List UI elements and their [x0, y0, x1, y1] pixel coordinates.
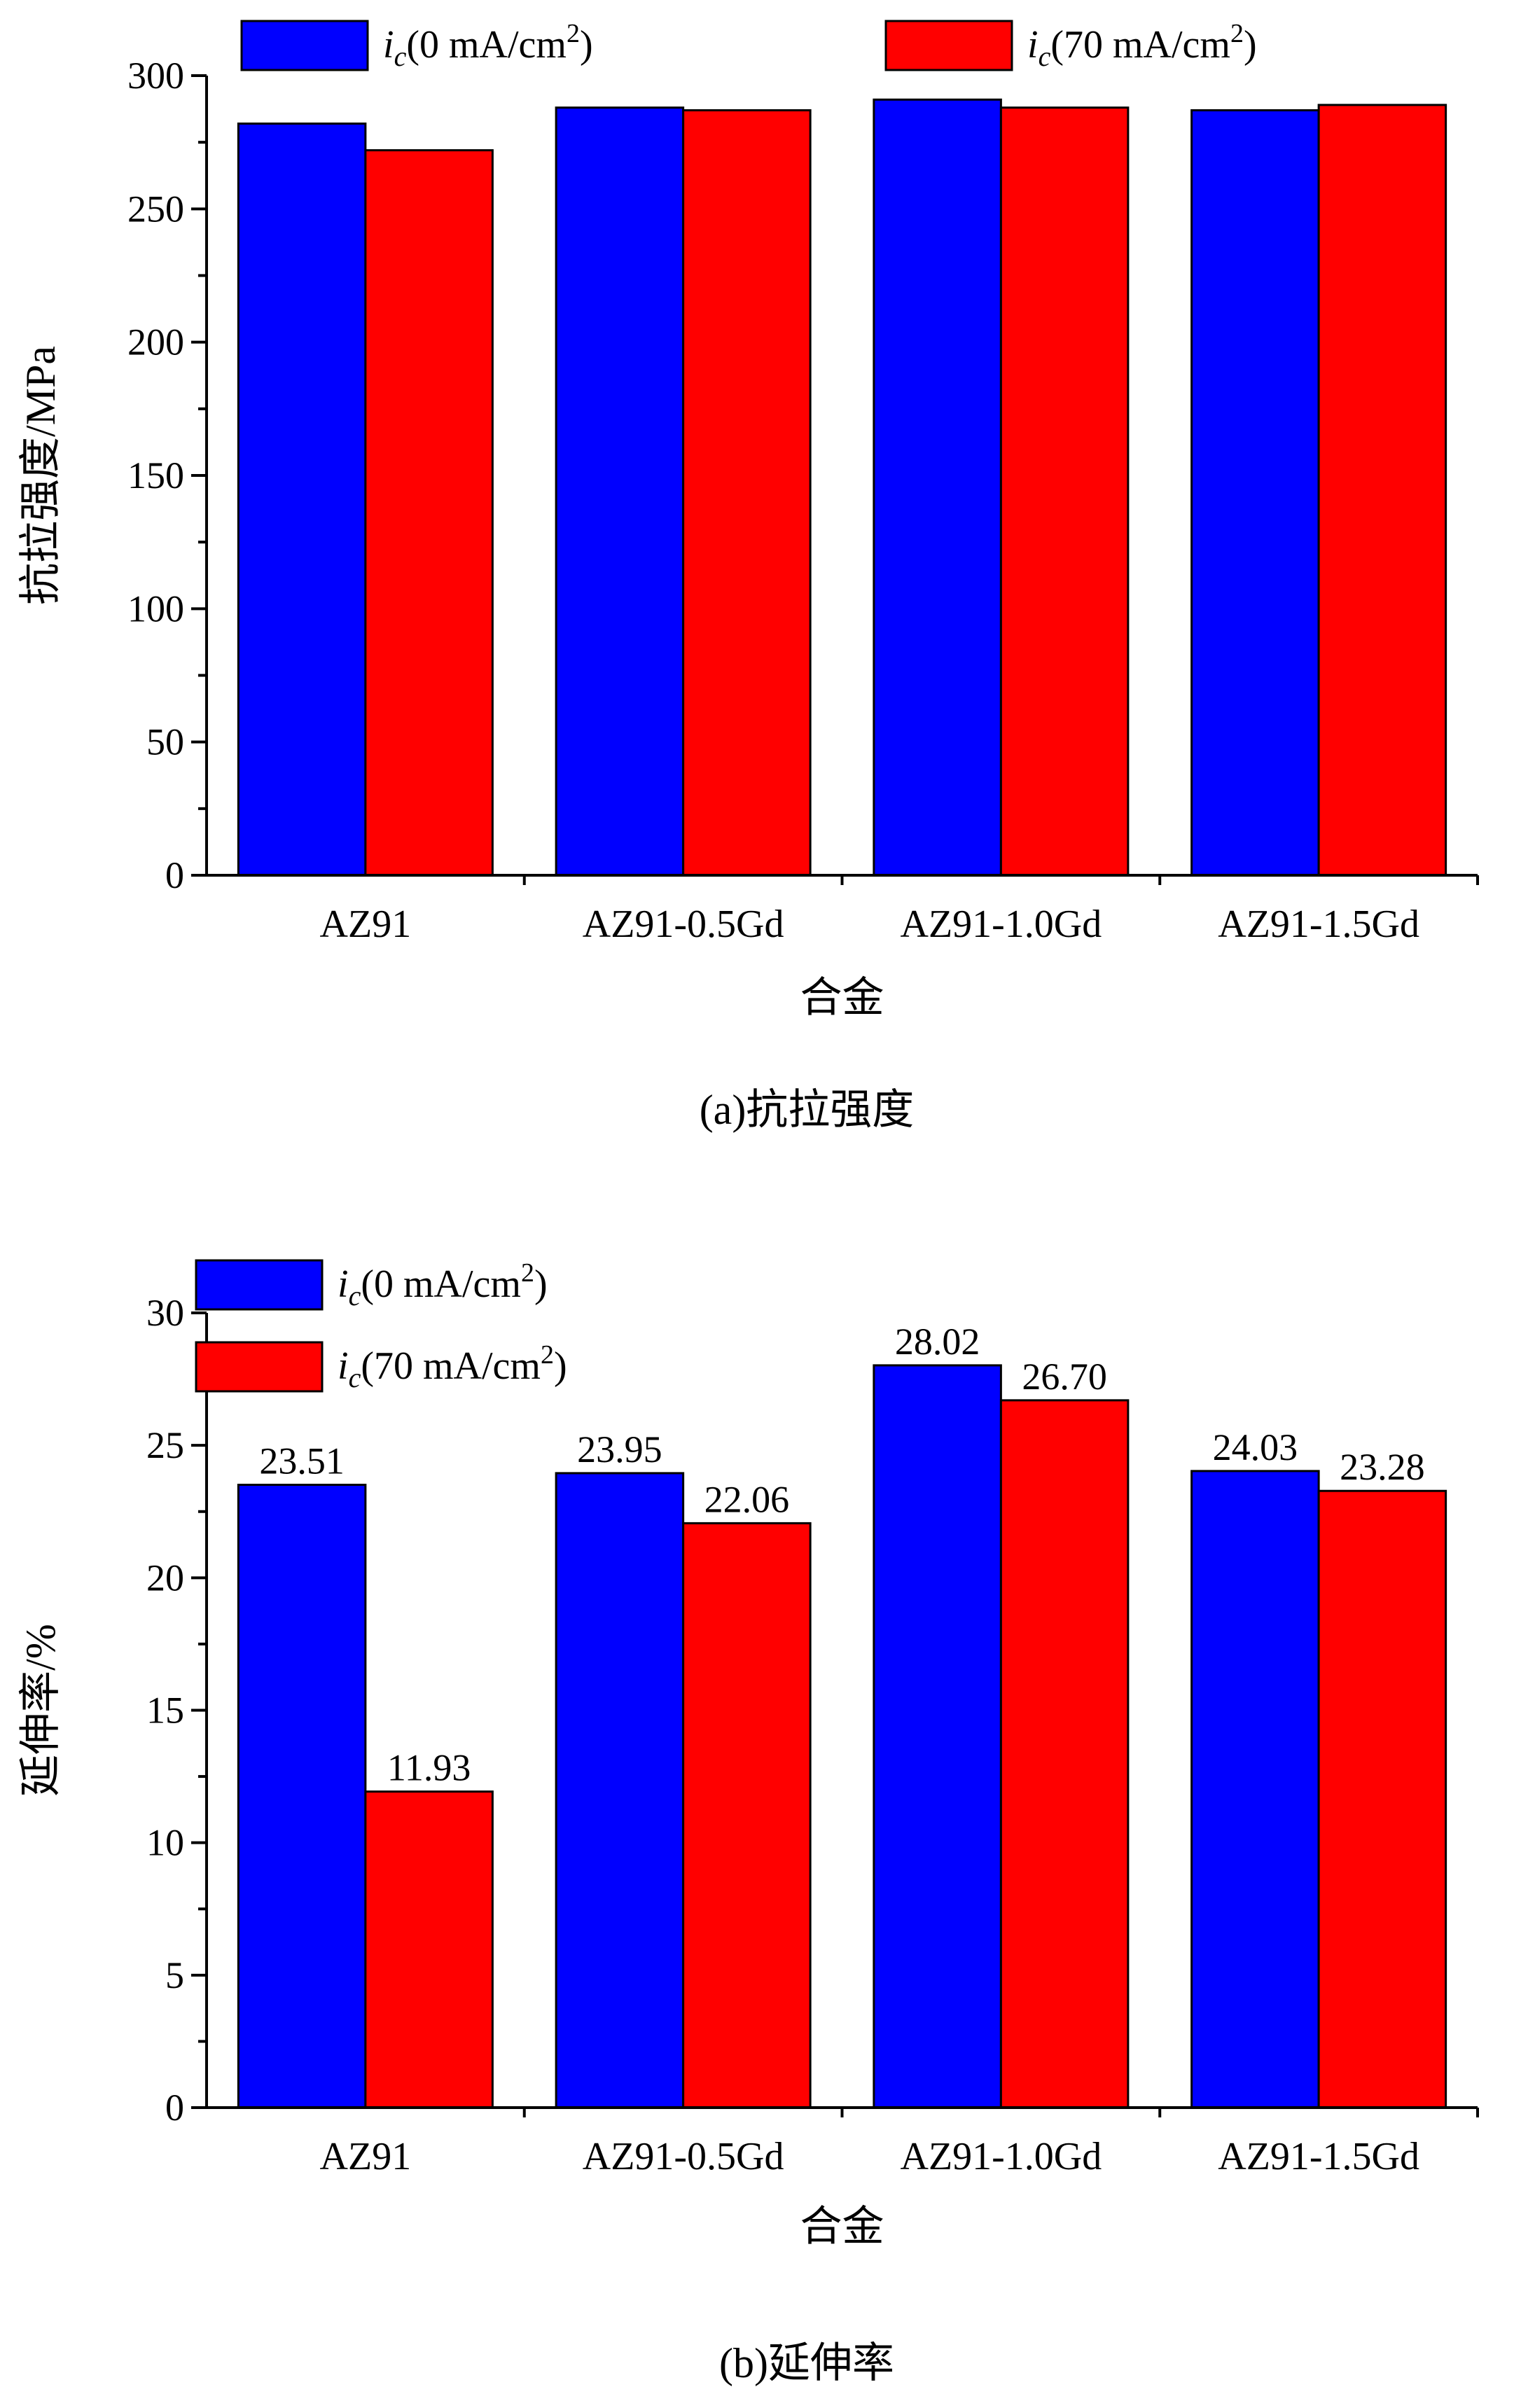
y-tick-label: 150: [127, 454, 184, 496]
bar-series2-az91-1-0gd: [999, 106, 1130, 877]
x-category-label: AZ91-0.5Gd: [583, 903, 784, 946]
y-axis-title: 延伸率/%: [18, 1624, 64, 1797]
legend-swatch: [240, 20, 369, 71]
bar-series2-az91-1-5gd: [1317, 1489, 1447, 2109]
legend-label: ic(70 mA/cm2): [338, 1340, 567, 1393]
bar-series2-az91: [364, 1790, 494, 2109]
chart-panel-a: 0 50 100 150 200 250 300 AZ91 AZ91-0.5Gd AZ91-1.0…: [18, 19, 1479, 1133]
y-tick-label: 100: [127, 587, 184, 629]
y-tick-label: 300: [127, 55, 184, 97]
data-label: 24.03: [1213, 1426, 1298, 1468]
bar-series2-az91-0-5gd: [682, 1522, 812, 2109]
bar-series2-az91-0-5gd: [682, 109, 812, 877]
bar-series1-az91-1-5gd: [1190, 109, 1320, 877]
figure-caption: (a)抗拉强度: [700, 1087, 915, 1133]
y-tick-label: 200: [127, 321, 184, 363]
bar-series1-az91-0-5gd: [555, 106, 685, 877]
legend-swatch: [884, 20, 1013, 71]
bar-series1-az91-0-5gd: [555, 1472, 685, 2109]
x-axis-title: 合金: [800, 2204, 884, 2250]
bar-series1-az91: [237, 123, 367, 877]
data-label: 26.70: [1022, 1356, 1107, 1398]
bar-series1-az91-1-0gd: [873, 98, 1002, 877]
y-tick-label: 5: [165, 1954, 184, 1996]
data-label: 28.02: [895, 1321, 980, 1363]
bar-series2-az91: [364, 149, 494, 877]
x-category-label: AZ91-1.5Gd: [1218, 903, 1419, 946]
x-category-label: AZ91-1.5Gd: [1218, 2135, 1419, 2178]
x-category-label: AZ91: [320, 2135, 412, 2178]
y-tick-label: 15: [146, 1690, 184, 1732]
y-tick-label: 0: [165, 854, 184, 896]
chart-panel-b: 23.51 23.95 28.02 24.03 11.93 22.06 26.70 23.28…: [18, 1258, 1479, 2386]
y-tick-label: 250: [127, 188, 184, 230]
data-label: 23.95: [577, 1428, 662, 1470]
y-tick-label: 50: [146, 721, 184, 763]
x-category-label: AZ91: [320, 903, 412, 946]
bar-series2-az91-1-0gd: [999, 1399, 1130, 2109]
bar-series2-az91-1-5gd: [1317, 104, 1447, 877]
legend-swatch: [195, 1259, 324, 1311]
x-category-label: AZ91-1.0Gd: [901, 903, 1102, 946]
y-tick-label: 0: [165, 2087, 184, 2129]
data-label: 22.06: [704, 1478, 790, 1520]
data-label: 11.93: [387, 1747, 471, 1789]
bar-series1-az91-1-0gd: [873, 1364, 1002, 2109]
y-tick-label: 30: [146, 1292, 184, 1334]
y-tick-label: 20: [146, 1557, 184, 1599]
x-category-label: AZ91-0.5Gd: [583, 2135, 784, 2178]
x-axis-title: 合金: [800, 975, 884, 1021]
y-tick-label: 10: [146, 1822, 184, 1864]
data-label: 23.28: [1340, 1446, 1425, 1488]
figure-caption: (b)延伸率: [719, 2340, 894, 2386]
bar-series1-az91-1-5gd: [1190, 1470, 1320, 2109]
legend-label: ic(70 mA/cm2): [1027, 19, 1257, 72]
legend-label: ic(0 mA/cm2): [383, 19, 593, 72]
legend-swatch: [195, 1341, 324, 1393]
x-category-label: AZ91-1.0Gd: [901, 2135, 1102, 2178]
bar-series1-az91: [237, 1484, 367, 2109]
legend-label: ic(0 mA/cm2): [338, 1258, 548, 1311]
y-tick-label: 25: [146, 1424, 184, 1466]
y-axis-title: 抗拉强度/MPa: [18, 346, 64, 605]
data-label: 23.51: [259, 1440, 345, 1482]
